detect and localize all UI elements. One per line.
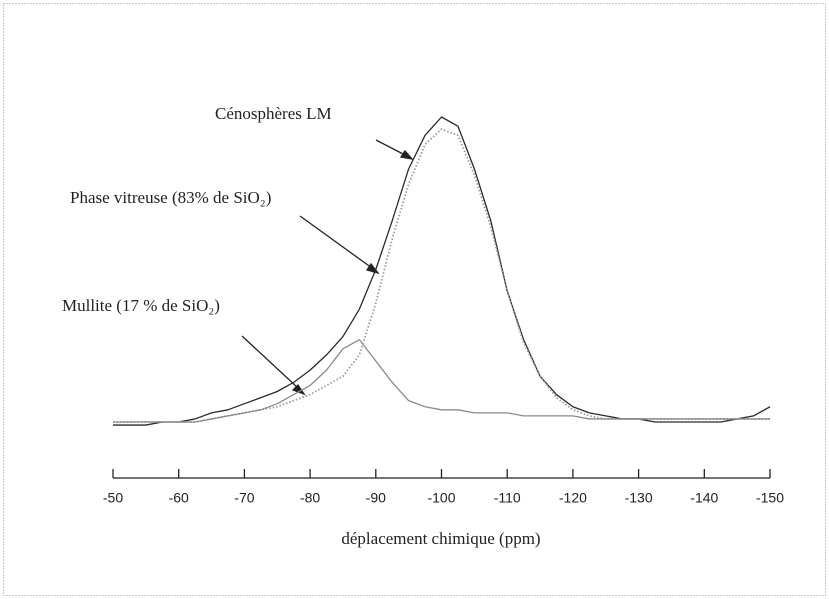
x-axis-label: déplacement chimique (ppm) [341,529,540,548]
x-tick-label: -110 [494,490,521,506]
x-tick-label: -60 [169,490,189,506]
x-tick-label: -70 [234,490,254,506]
x-tick-label: -100 [427,490,455,506]
annotation: Phase vitreuse (83% de SiO₂) [70,188,271,207]
x-tick-label: -140 [690,490,718,506]
x-tick-label: -120 [559,490,587,506]
x-tick-label: -130 [625,490,653,506]
frame [3,3,826,596]
x-tick-label: -150 [756,490,784,506]
x-tick-label: -90 [366,490,386,506]
series-line [113,339,770,423]
annotation: Mullite (17 % de SiO₂) [62,296,220,315]
x-tick-label: -50 [103,490,123,506]
x-tick-label: -80 [300,490,320,506]
annotation: Cénosphères LM [215,104,332,123]
series-line [113,116,771,426]
